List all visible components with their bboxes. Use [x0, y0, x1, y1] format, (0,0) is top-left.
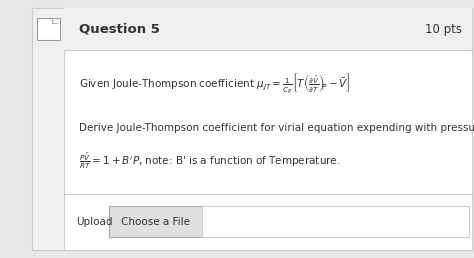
FancyBboxPatch shape	[32, 8, 472, 250]
Text: Choose a File: Choose a File	[121, 217, 190, 227]
Text: Given Joule-Thompson coefficient $\mu_{JT} = \frac{1}{C_P}\left[T\left(\frac{\pa: Given Joule-Thompson coefficient $\mu_{J…	[79, 72, 350, 96]
FancyBboxPatch shape	[64, 8, 472, 50]
FancyBboxPatch shape	[32, 8, 64, 250]
Text: Derive Joule-Thompson coefficient for virial equation expending with pressure:: Derive Joule-Thompson coefficient for vi…	[79, 123, 474, 133]
Text: 10 pts: 10 pts	[425, 22, 462, 36]
Polygon shape	[52, 19, 57, 22]
Text: Question 5: Question 5	[79, 22, 160, 36]
FancyBboxPatch shape	[202, 206, 469, 237]
Text: $\frac{P\bar{V}}{RT} = 1 + B^{\prime} P$, note: B' is a function of Temperature.: $\frac{P\bar{V}}{RT} = 1 + B^{\prime} P$…	[79, 151, 340, 171]
FancyBboxPatch shape	[37, 18, 60, 40]
FancyBboxPatch shape	[109, 206, 202, 237]
Text: Upload: Upload	[76, 217, 113, 227]
